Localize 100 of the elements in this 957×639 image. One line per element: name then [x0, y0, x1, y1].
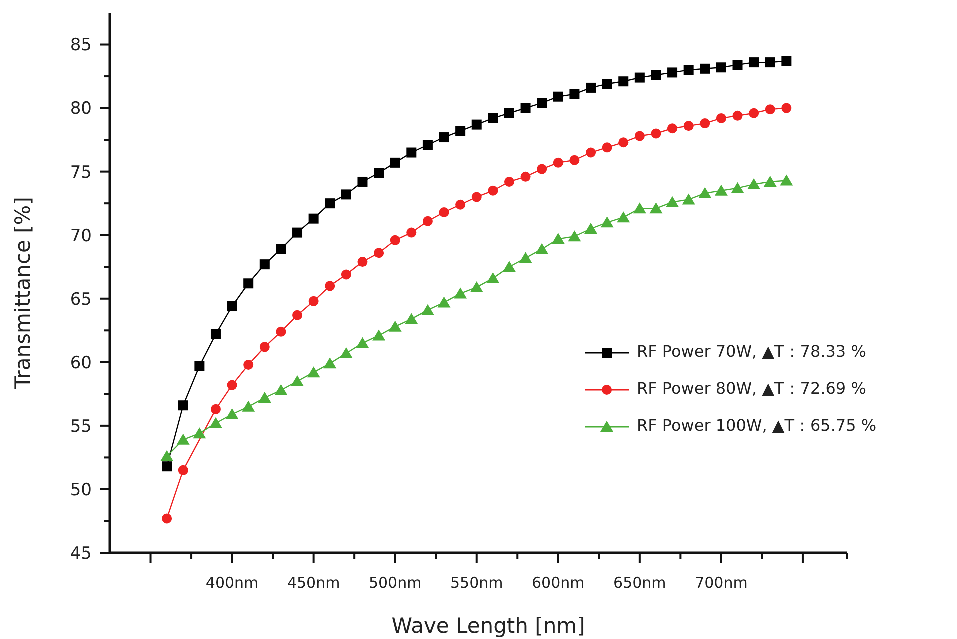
point — [324, 358, 337, 369]
point — [732, 110, 743, 121]
point — [292, 228, 303, 238]
x-axis-title: Wave Length [nm] — [392, 614, 586, 638]
point — [782, 56, 792, 66]
point — [227, 380, 238, 390]
x-tick-label: 600nm — [532, 574, 585, 592]
point — [472, 192, 482, 202]
point — [748, 178, 761, 190]
point — [586, 148, 596, 158]
point — [714, 184, 728, 196]
point — [193, 428, 206, 439]
point — [358, 176, 368, 187]
point — [209, 417, 222, 428]
point — [325, 281, 336, 292]
point — [634, 131, 645, 142]
point — [765, 58, 776, 68]
point — [388, 320, 402, 332]
point — [716, 62, 726, 73]
point — [553, 158, 564, 168]
x-tick-label: 500nm — [368, 574, 422, 592]
point — [633, 202, 646, 214]
point — [194, 361, 205, 372]
point — [244, 360, 254, 370]
legend-label: RF Power 80W, ▲T：72.69 % — [637, 379, 866, 400]
point — [486, 272, 500, 284]
point — [732, 60, 743, 70]
point — [456, 126, 466, 136]
point — [684, 121, 694, 132]
point — [274, 384, 288, 396]
point — [276, 244, 286, 254]
point — [374, 168, 384, 178]
point — [666, 196, 680, 208]
point — [668, 124, 678, 134]
point — [488, 186, 498, 196]
point — [651, 70, 662, 80]
point — [406, 228, 417, 238]
y-tick-label: 60 — [70, 353, 92, 374]
point — [242, 400, 256, 412]
point — [782, 103, 792, 114]
point — [504, 108, 514, 118]
y-tick-label: 45 — [70, 544, 92, 564]
y-tick-label: 75 — [70, 162, 92, 183]
point — [422, 140, 433, 150]
y-tick-label: 70 — [70, 226, 92, 246]
point — [617, 212, 630, 223]
point — [291, 375, 304, 386]
point — [536, 243, 549, 254]
point — [227, 302, 238, 312]
point — [698, 187, 712, 198]
point — [716, 113, 726, 124]
point — [504, 176, 514, 187]
point — [340, 348, 353, 359]
point — [210, 404, 221, 414]
point — [668, 68, 678, 78]
point — [520, 172, 531, 182]
point — [405, 313, 418, 324]
point — [537, 164, 548, 174]
point — [162, 462, 172, 472]
point — [553, 92, 564, 102]
x-tick-label: 700nm — [695, 574, 748, 592]
point — [341, 270, 352, 280]
point — [749, 108, 760, 118]
point — [308, 296, 319, 306]
point — [651, 128, 662, 139]
legend-label: RF Power 70W, ▲T：78.33 % — [637, 342, 866, 363]
point — [684, 65, 694, 76]
point — [390, 158, 400, 168]
y-tick-label: 65 — [70, 290, 92, 310]
point — [390, 235, 400, 246]
point — [439, 132, 450, 143]
point — [260, 260, 270, 270]
point — [439, 207, 450, 218]
point — [438, 296, 451, 308]
point — [341, 190, 352, 200]
point — [325, 198, 336, 209]
x-tick-label: 450nm — [287, 574, 340, 592]
y-tick-label: 80 — [70, 99, 92, 120]
point — [456, 200, 466, 210]
y-tick-label: 50 — [70, 480, 92, 500]
point — [602, 79, 612, 90]
point — [764, 176, 777, 187]
y-axis-title: Transmittance [%] — [11, 197, 35, 390]
point — [488, 113, 498, 124]
point — [178, 400, 188, 411]
point — [422, 216, 433, 226]
point — [276, 326, 286, 337]
point — [374, 248, 384, 258]
point — [372, 330, 386, 341]
x-tick-label: 550nm — [450, 574, 504, 592]
point — [472, 120, 482, 130]
point — [682, 194, 696, 205]
point — [178, 465, 188, 476]
point — [780, 174, 794, 186]
point — [584, 223, 598, 234]
x-tick-label: 400nm — [206, 574, 259, 592]
point — [600, 216, 614, 228]
point — [570, 155, 580, 166]
y-tick-label: 55 — [70, 416, 92, 437]
point — [502, 261, 516, 272]
